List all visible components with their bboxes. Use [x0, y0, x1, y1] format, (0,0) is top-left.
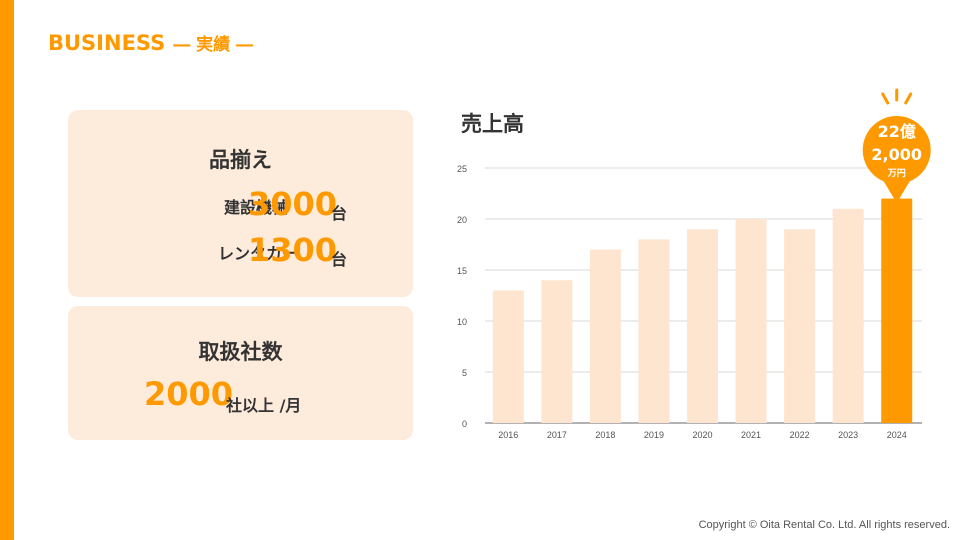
y-tick-label: 5: [462, 368, 467, 378]
x-tick-label: 2017: [547, 430, 567, 440]
clients-value: 2000: [144, 375, 234, 413]
rentalcar-label: レンタカー: [217, 244, 298, 263]
sparkle-icon: [881, 92, 890, 105]
chart-title: 売上高: [461, 112, 524, 136]
bar-2018: [589, 249, 621, 423]
clients-unit: 社以上 /月: [226, 396, 302, 415]
bar-2024: [881, 198, 913, 423]
x-tick-label: 2016: [498, 430, 518, 440]
machinery-label: 建設機械: [223, 198, 288, 217]
bar-2023: [832, 208, 864, 423]
bar-2022: [784, 229, 816, 423]
x-tick-label: 2018: [595, 430, 615, 440]
callout-bubble: [862, 116, 931, 184]
bar-2016: [492, 290, 524, 423]
sparkle-icon: [904, 92, 913, 105]
lineup-row-rentalcar: レンタカー 1300 台: [68, 230, 413, 270]
x-tick-label: 2022: [790, 430, 810, 440]
x-tick-label: 2020: [692, 430, 712, 440]
page-header: BUSINESS ― 実績 ―: [48, 30, 253, 55]
lineup-title: 品揃え: [209, 148, 272, 172]
bar-2021: [735, 219, 767, 423]
clients-row: 2000 社以上 /月: [68, 374, 413, 415]
y-tick-label: 0: [462, 419, 467, 429]
y-tick-label: 10: [457, 317, 467, 327]
x-tick-label: 2021: [741, 430, 761, 440]
copyright-text: Copyright © Oita Rental Co. Ltd. All rig…: [698, 519, 950, 531]
x-tick-label: 2019: [644, 430, 664, 440]
y-tick-label: 25: [457, 164, 467, 174]
left-accent-bar: [0, 0, 14, 540]
callout-line-3: 万円: [887, 168, 906, 179]
rentalcar-value: 1300: [248, 231, 338, 269]
header-subtitle: ― 実績 ―: [173, 35, 254, 55]
x-tick-label: 2023: [838, 430, 858, 440]
machinery-unit: 台: [331, 204, 348, 223]
bar-2020: [687, 229, 718, 423]
rentalcar-unit: 台: [331, 250, 348, 269]
callout-pointer: [881, 178, 912, 203]
lineup-card: 品揃え 建設機械 3000 台 レンタカー 1300 台: [68, 110, 413, 297]
machinery-value: 3000: [248, 185, 338, 223]
x-tick-label: 2024: [887, 430, 907, 440]
y-tick-label: 20: [457, 215, 467, 225]
clients-card: 取扱社数 2000 社以上 /月: [68, 306, 413, 440]
header-title: BUSINESS: [48, 31, 166, 55]
callout-line-2: 2,000: [871, 145, 922, 164]
y-tick-label: 15: [457, 266, 467, 276]
callout-line-1: 22億: [878, 122, 916, 141]
lineup-row-machinery: 建設機械 3000 台: [68, 184, 413, 224]
bar-2019: [638, 239, 670, 423]
bar-2017: [541, 280, 573, 423]
clients-title: 取扱社数: [198, 340, 283, 364]
